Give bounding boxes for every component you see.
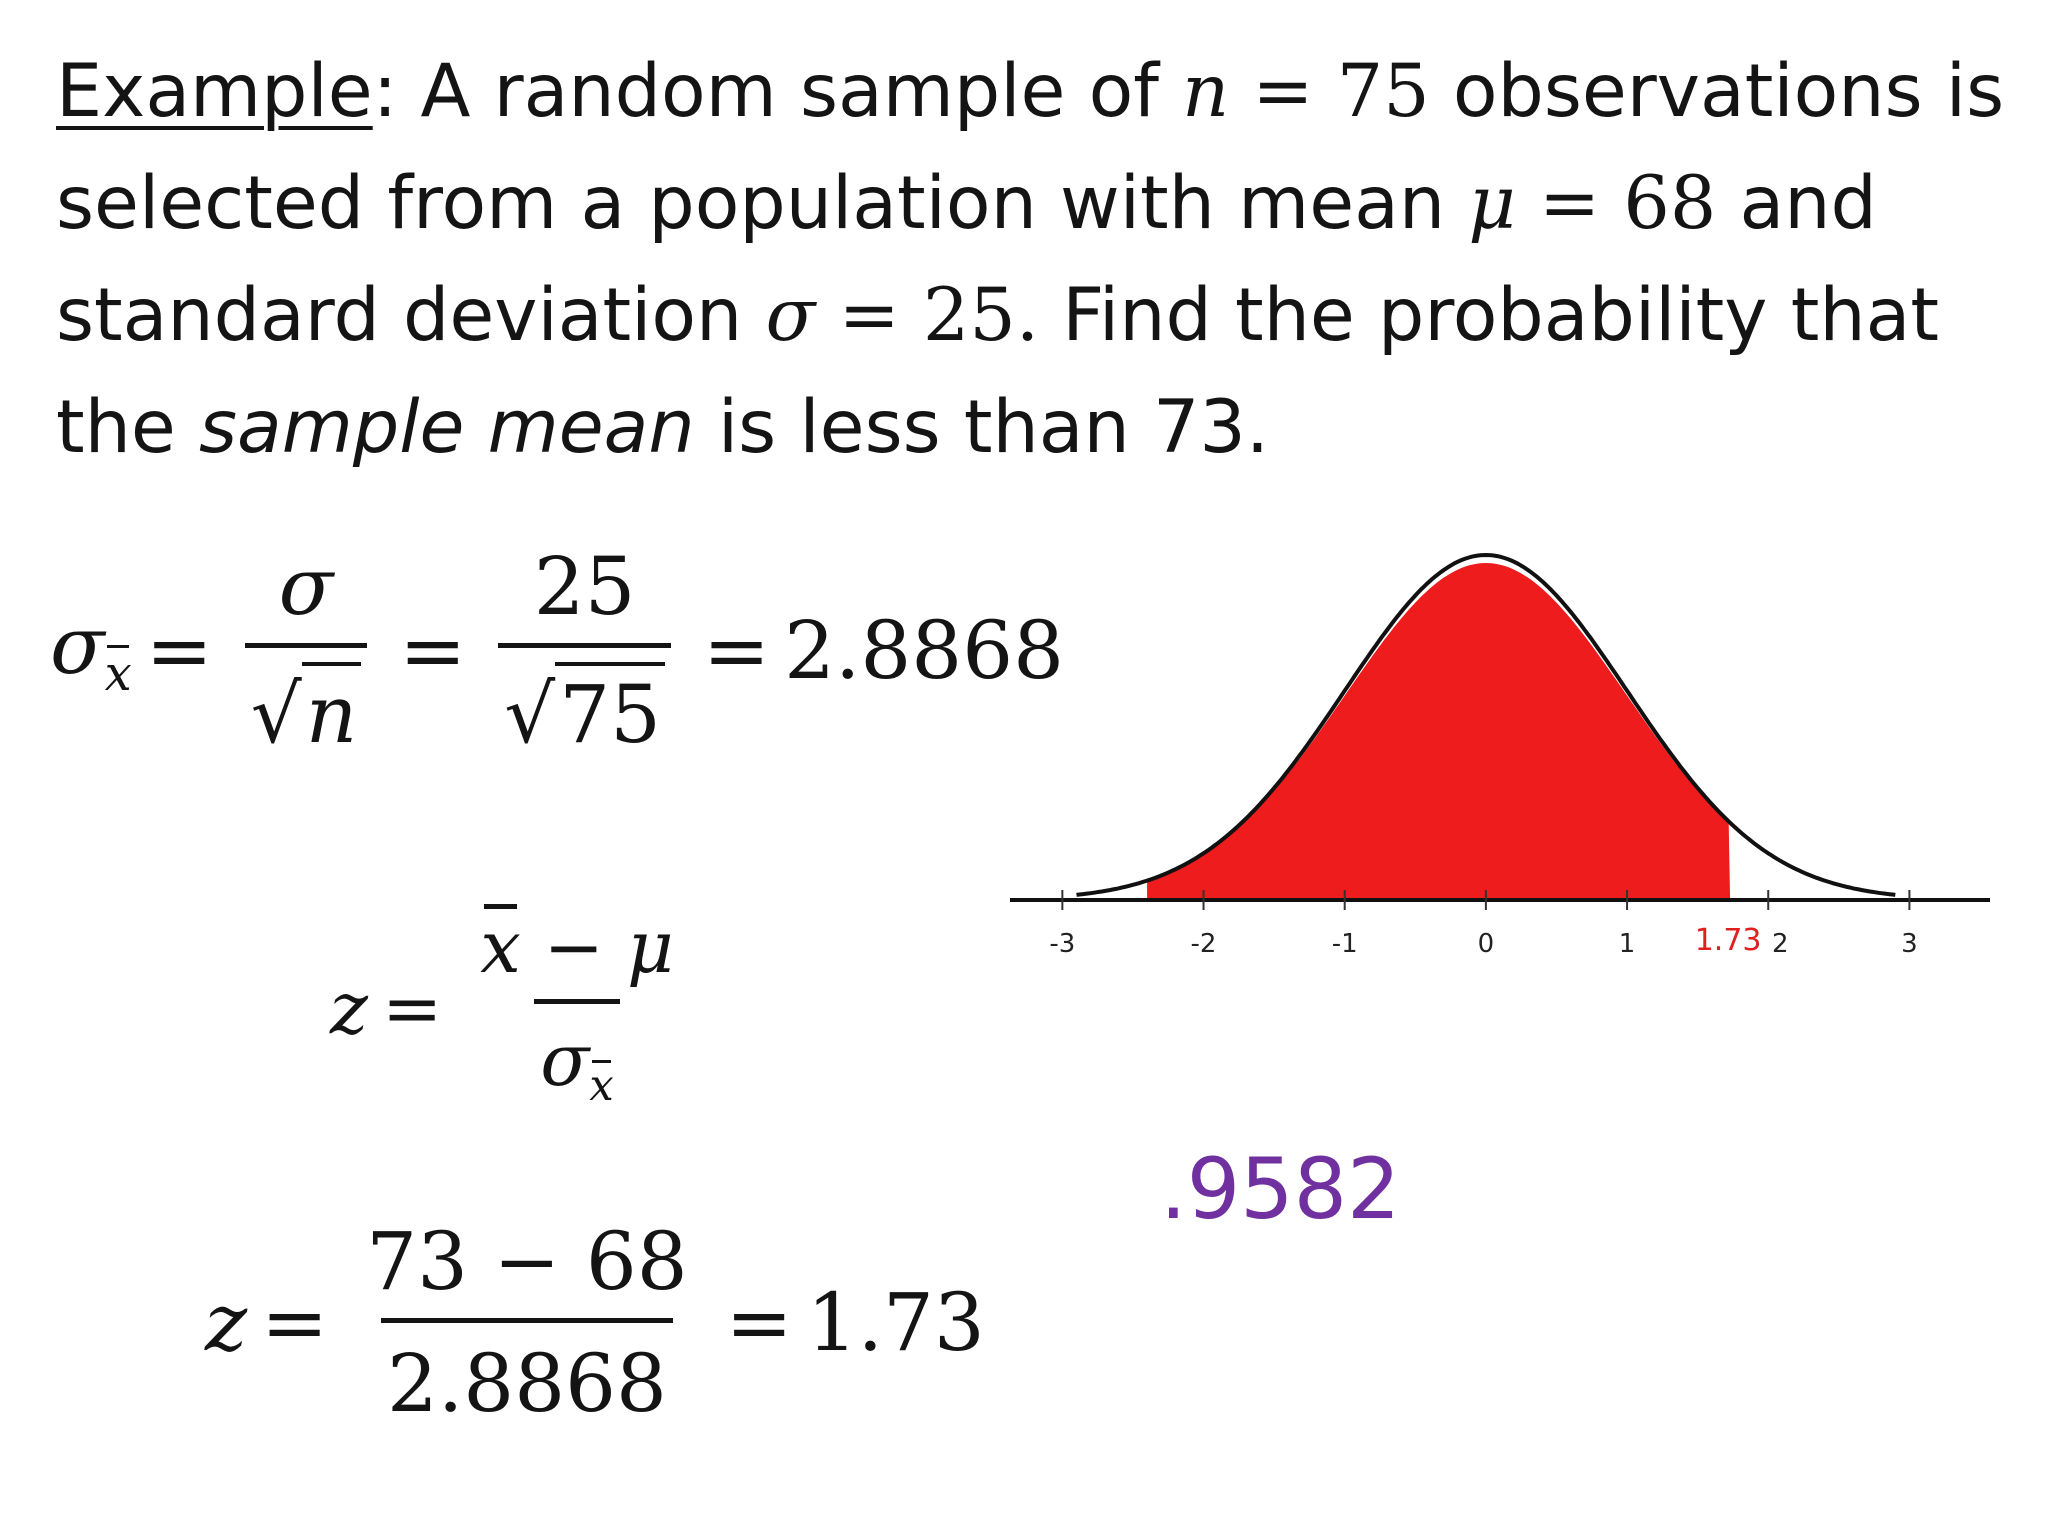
z-formula-fraction: x − μ σx: [480, 903, 674, 1112]
shaded-area: [1147, 563, 1731, 900]
x-tick-label: -2: [1191, 929, 1217, 959]
x-tick-label: 1: [1619, 929, 1636, 959]
z-computation-fraction: 73 − 68 2.8868: [366, 1215, 688, 1430]
z-symbol: z: [205, 1276, 248, 1369]
standard-error-result: 2.8868: [784, 604, 1064, 697]
normal-curve: [1076, 552, 1896, 897]
z-symbol: z: [330, 966, 368, 1051]
sigma-over-root-n-fraction: σ √ n: [244, 540, 368, 761]
x-tick-label: 3: [1901, 929, 1918, 959]
x-tick-label: 2: [1772, 929, 1789, 959]
z-marker-label: 1.73: [1695, 923, 1762, 958]
problem-line-4: the sample mean is less than 73.: [56, 385, 1270, 470]
problem-line-3: standard deviation σ = 25. Find the prob…: [56, 273, 1939, 358]
normal-curve-chart: -3 -2 -1 0 1 2 3 1.73: [1010, 552, 1990, 959]
sigma-xbar-lhs: σx: [50, 599, 132, 702]
standard-error-equation: σx = σ √ n = 25 √ 75 = 2.8868: [50, 540, 1064, 761]
problem-line-2: selected from a population with mean μ =…: [56, 161, 1877, 246]
probability-answer: .9582: [1160, 1140, 1401, 1238]
z-result: 1.73: [806, 1276, 985, 1369]
twentyfive-over-root-75-fraction: 25 √ 75: [498, 540, 672, 761]
z-formula-equation: z = x − μ σx: [330, 903, 698, 1112]
x-tick-label: 0: [1478, 929, 1495, 959]
x-tick-label: -1: [1332, 929, 1358, 959]
z-computation-equation: z = 73 − 68 2.8868 = 1.73: [205, 1215, 985, 1430]
problem-statement: Example: A random sample of n = 75 obser…: [56, 36, 2005, 484]
x-tick-label: -3: [1049, 929, 1075, 959]
problem-line-1: Example: A random sample of n = 75 obser…: [56, 49, 2005, 134]
example-label: Example: [56, 49, 373, 134]
